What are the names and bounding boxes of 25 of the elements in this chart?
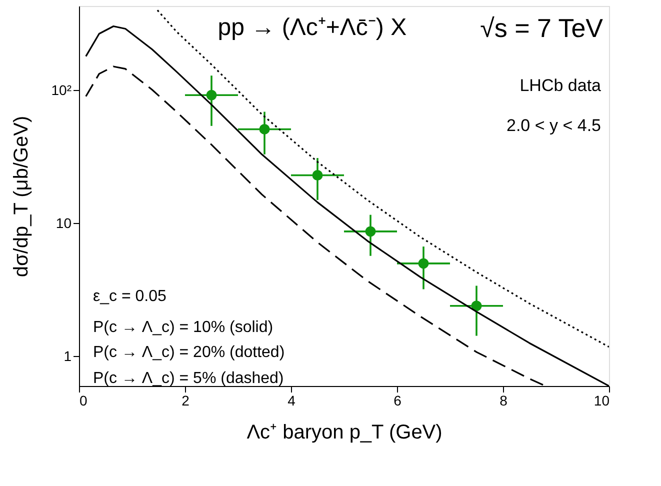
x-axis-title: Λc⁺ baryon p_T (GeV) bbox=[246, 422, 442, 444]
point bbox=[418, 258, 429, 269]
x-tick-label: 0 bbox=[80, 392, 88, 408]
chart-title: pp → (Λc⁺+Λc̄⁻) X bbox=[218, 14, 407, 41]
x-tick-label: 4 bbox=[288, 392, 296, 408]
annotation: 2.0 < y < 4.5 bbox=[506, 116, 601, 135]
point bbox=[259, 124, 270, 134]
annotation: ε_c = 0.05 bbox=[93, 288, 167, 305]
annotation: P(c → Λ_c) = 20% (dotted) bbox=[93, 344, 285, 361]
x-tick-label: 10 bbox=[594, 392, 610, 408]
y-tick-label: 1 bbox=[64, 348, 72, 364]
annotation: LHCb data bbox=[520, 76, 602, 95]
annotation: P(c → Λ_c) = 10% (solid) bbox=[93, 319, 274, 336]
x-tick-label: 8 bbox=[500, 392, 508, 408]
point bbox=[206, 90, 217, 100]
annotation: √s = 7 TeV bbox=[480, 13, 604, 43]
y-tick-label: 10² bbox=[51, 82, 72, 98]
annotation: P(c → Λ_c) = 5% (dashed) bbox=[93, 370, 284, 387]
x-tick-label: 2 bbox=[182, 392, 190, 408]
point bbox=[471, 300, 482, 312]
y-tick-label: 10 bbox=[56, 214, 72, 231]
point bbox=[312, 170, 323, 180]
y-axis-title: dσ/dp_T (μb/GeV) bbox=[10, 116, 32, 278]
x-tick-label: 6 bbox=[394, 392, 402, 408]
point bbox=[365, 226, 376, 237]
